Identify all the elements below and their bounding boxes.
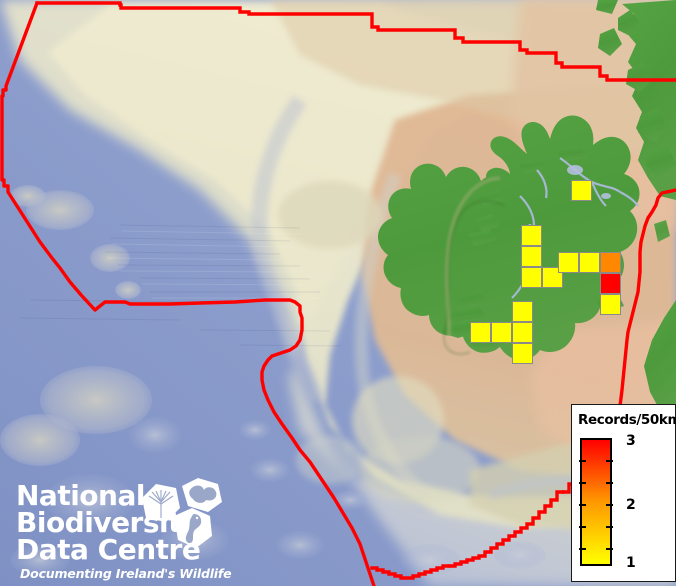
record-cell <box>571 180 592 201</box>
record-cell <box>542 267 563 288</box>
legend-label-mid: 2 <box>626 497 636 513</box>
legend-tick-mark <box>606 460 613 462</box>
record-cell <box>600 294 621 315</box>
legend-gradient-bar <box>580 438 612 566</box>
record-cell <box>579 252 600 273</box>
record-cell <box>512 343 533 364</box>
record-cell <box>512 301 533 322</box>
legend-tick-mark <box>579 460 586 462</box>
legend-tick-mark <box>606 504 613 506</box>
landmass-ireland <box>378 115 640 361</box>
record-cell <box>600 273 621 294</box>
record-cell <box>521 267 542 288</box>
legend-gradient-wrap: 3 2 1 <box>579 434 636 570</box>
record-cell <box>491 322 512 343</box>
legend-tick-mark <box>606 548 613 550</box>
legend-tick-mark <box>606 482 613 484</box>
record-cell <box>512 322 533 343</box>
legend-tick-mark <box>579 482 586 484</box>
legend-tick-mark <box>579 526 586 528</box>
record-cell <box>558 252 579 273</box>
record-cell <box>600 252 621 273</box>
legend-tick-mark <box>579 504 586 506</box>
record-cell <box>521 246 542 267</box>
legend-panel: Records/50km 3 2 1 <box>571 404 676 582</box>
legend-label-max: 3 <box>626 433 636 449</box>
record-cell <box>470 322 491 343</box>
record-cell <box>521 225 542 246</box>
legend-tick-mark <box>579 548 586 550</box>
legend-title: Records/50km <box>578 412 676 428</box>
legend-tick-mark <box>606 526 613 528</box>
legend-label-min: 1 <box>626 555 636 571</box>
